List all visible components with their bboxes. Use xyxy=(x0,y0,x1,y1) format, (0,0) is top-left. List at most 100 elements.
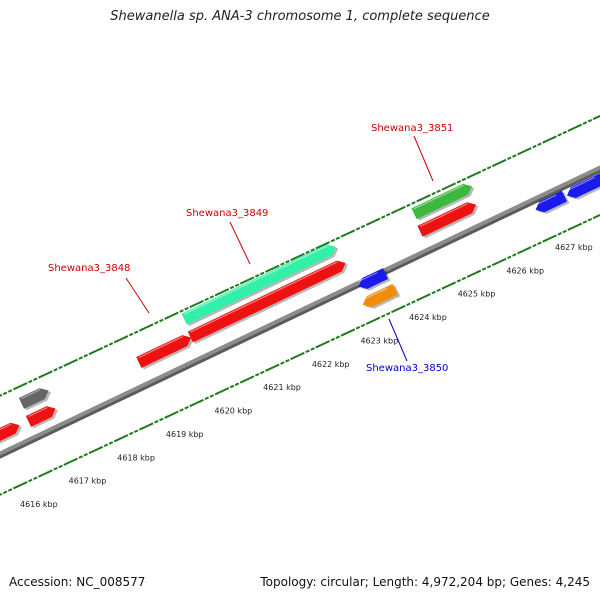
major-tick xyxy=(116,435,126,442)
minor-tick xyxy=(486,264,492,269)
minor-tick xyxy=(532,144,537,149)
gene-feature-body xyxy=(136,335,192,368)
minor-tick xyxy=(48,370,53,374)
minor-tick xyxy=(184,306,189,311)
major-tick xyxy=(267,265,277,272)
minor-tick xyxy=(249,375,255,379)
minor-tick xyxy=(2,490,8,495)
major-tick xyxy=(393,306,403,312)
gene-feature-highlight xyxy=(362,287,388,301)
minor-tick xyxy=(174,410,179,415)
minor-tick xyxy=(83,353,88,358)
lower-tick-track xyxy=(0,213,600,496)
gene-feature-highlight xyxy=(419,203,468,227)
minor-tick xyxy=(456,279,462,283)
minor-tick xyxy=(481,168,487,172)
gene-label: Shewana3_3850 xyxy=(366,363,448,374)
minor-tick xyxy=(577,222,583,227)
major-tick xyxy=(393,207,403,213)
minor-tick xyxy=(481,267,487,271)
minor-tick xyxy=(325,340,330,344)
gene-feature-body xyxy=(362,283,398,308)
minor-tick xyxy=(53,368,58,372)
major-tick xyxy=(242,277,252,284)
minor-tick xyxy=(426,293,431,297)
gene-label-leader xyxy=(413,135,434,182)
minor-tick xyxy=(224,387,230,391)
upper-tick-track xyxy=(0,114,600,397)
minor-tick xyxy=(174,311,179,316)
minor-tick xyxy=(355,227,361,231)
minor-tick xyxy=(476,269,482,274)
minor-tick xyxy=(204,396,209,401)
minor-tick xyxy=(451,281,457,285)
minor-tick xyxy=(154,420,159,424)
gene-label: Shewana3_3849 xyxy=(186,208,268,219)
gene-feature-red xyxy=(136,335,194,370)
minor-tick xyxy=(325,241,330,245)
gene-feature-highlight xyxy=(183,245,328,315)
major-tick xyxy=(292,254,303,260)
gene-feature-body xyxy=(566,172,600,199)
minor-tick xyxy=(249,276,255,280)
major-tick xyxy=(494,259,504,265)
minor-tick xyxy=(28,379,33,384)
gene-feature-highlight xyxy=(358,271,378,283)
minor-tick xyxy=(310,347,315,351)
minor-tick xyxy=(582,220,588,224)
minor-tick xyxy=(360,323,366,328)
map-title: Shewanella sp. ANA-3 chromosome 1, compl… xyxy=(110,9,490,24)
minor-tick xyxy=(537,142,542,146)
gene-feature-body xyxy=(25,406,56,427)
minor-tick xyxy=(209,295,215,299)
minor-tick xyxy=(159,318,164,323)
major-tick xyxy=(242,376,252,383)
minor-tick xyxy=(78,356,83,360)
scale-label: 4622 kbp xyxy=(312,360,350,369)
minor-tick xyxy=(375,217,381,222)
major-tick xyxy=(343,230,353,237)
gene-label-leader xyxy=(229,221,251,265)
gene-feature-highlight xyxy=(21,388,41,400)
major-tick xyxy=(444,282,454,289)
gene-feature-red xyxy=(25,406,58,429)
minor-tick xyxy=(58,365,63,370)
major-tick xyxy=(343,329,353,336)
gene-feature-body xyxy=(417,202,476,237)
gene-feature-gray xyxy=(18,388,51,411)
gene-feature-blue xyxy=(358,268,391,291)
minor-tick xyxy=(426,194,431,198)
scale-label: 4625 kbp xyxy=(458,290,496,299)
minor-tick xyxy=(300,252,305,257)
major-tick xyxy=(595,114,600,119)
minor-tick xyxy=(305,250,310,255)
gene-feature-body xyxy=(411,183,472,220)
minor-tick xyxy=(527,246,532,250)
minor-tick xyxy=(179,309,184,313)
major-tick xyxy=(141,423,151,430)
minor-tick xyxy=(386,311,391,316)
gene-feature-highlight xyxy=(189,261,338,333)
minor-tick xyxy=(98,445,104,450)
major-tick xyxy=(192,400,202,406)
scale-label: 4624 kbp xyxy=(409,313,447,322)
minor-tick xyxy=(7,488,13,492)
major-tick xyxy=(318,242,328,249)
gene-feature-highlight xyxy=(535,194,557,206)
gene-feature-highlight xyxy=(28,406,48,418)
minor-tick xyxy=(133,429,139,433)
minor-tick xyxy=(350,328,356,332)
minor-tick xyxy=(401,205,406,210)
minor-tick xyxy=(23,382,28,386)
major-tick xyxy=(141,324,151,331)
major-tick xyxy=(192,301,202,307)
gene-feature-blue xyxy=(566,172,600,200)
minor-tick xyxy=(83,452,88,457)
major-tick xyxy=(419,195,429,202)
major-tick xyxy=(91,447,101,453)
gene-feature-highlight xyxy=(413,184,464,210)
gene-label: Shewana3_3848 xyxy=(48,263,130,274)
minor-tick xyxy=(562,229,567,234)
minor-tick xyxy=(98,346,104,351)
